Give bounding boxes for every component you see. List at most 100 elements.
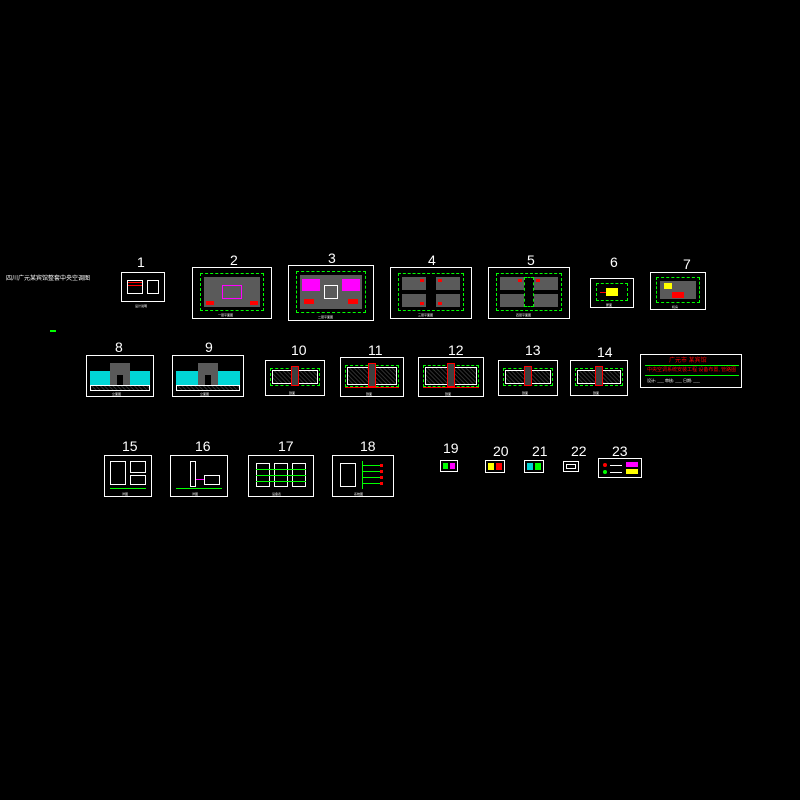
sheet-number-23: 23 — [612, 444, 628, 458]
caption: 设计说明 — [135, 305, 147, 308]
swatch — [535, 463, 541, 470]
swatch — [488, 463, 494, 470]
line — [610, 465, 622, 466]
caption: 剖面 — [593, 392, 599, 395]
caption: 详图 — [122, 493, 128, 496]
swatch — [626, 469, 638, 474]
drawing-title-block: 广元市 某宾馆 中央空调系统安装工程 设备布置, 管路图 设计: ___ 审核:… — [640, 354, 742, 388]
sheet-number-4: 4 — [428, 253, 436, 267]
cad-sheet-index-canvas: 四川广元某宾馆整套中央空调图 1 2 3 4 5 6 7 8 9 10 11 1… — [0, 0, 800, 800]
sheet-16: 详图 — [170, 455, 228, 497]
core — [324, 285, 338, 299]
sheet-number-1: 1 — [137, 255, 145, 269]
sheet-15: 详图 — [104, 455, 152, 497]
sheet-number-20: 20 — [493, 444, 509, 458]
room — [436, 294, 460, 307]
door — [117, 375, 123, 385]
sheet-23 — [598, 458, 642, 478]
sheet-6: 屋面 — [590, 278, 634, 308]
valve — [380, 482, 383, 485]
caption: 剖面 — [366, 393, 372, 396]
sheet-11: 剖面 — [340, 357, 404, 397]
title-line-3: 设计: ___ 审核: ___ 日期: ___ — [647, 379, 700, 383]
sheet-number-7: 7 — [683, 257, 691, 271]
caption: 一层平面图 — [218, 314, 233, 317]
sheet-2: 一层平面图 — [192, 267, 272, 319]
valve — [380, 464, 383, 467]
caption: 四层平面图 — [516, 314, 531, 317]
branch — [362, 465, 382, 466]
core — [447, 363, 455, 387]
sheet-18: 系统图 — [332, 455, 394, 497]
panel — [130, 475, 146, 485]
swatch — [496, 463, 502, 470]
sheet-5: 四层平面图 — [488, 267, 570, 319]
sheet-number-3: 3 — [328, 251, 336, 265]
pipe — [196, 479, 204, 480]
grade — [345, 387, 399, 388]
pipe — [600, 292, 606, 293]
core — [291, 366, 299, 386]
unit — [672, 292, 684, 298]
caption: 剖面 — [522, 392, 528, 395]
unit — [438, 279, 442, 282]
sheet-7: 机房 — [650, 272, 706, 310]
rule — [645, 365, 739, 366]
eq — [304, 299, 314, 304]
caption: 机房 — [672, 306, 678, 309]
sheet-8: 立面图 — [86, 355, 154, 397]
sheet-12: 剖面 — [418, 357, 484, 397]
title-line-1: 广元市 某宾馆 — [669, 358, 707, 365]
branch — [362, 477, 382, 478]
duct — [342, 279, 360, 291]
caption: 剖面 — [445, 393, 451, 396]
branch — [362, 471, 382, 472]
sheet-number-15: 15 — [122, 439, 138, 453]
eq — [250, 301, 258, 305]
swatch — [527, 463, 533, 470]
unit — [420, 302, 424, 305]
sheet-number-16: 16 — [195, 439, 211, 453]
door — [205, 375, 211, 385]
caption: 立面图 — [112, 393, 121, 396]
sheet-22 — [563, 461, 579, 472]
side-marker-icon — [50, 330, 56, 332]
dim — [110, 488, 146, 489]
caption: 二层平面图 — [318, 316, 333, 319]
accent — [128, 285, 142, 286]
dot — [603, 470, 607, 474]
sheet-number-12: 12 — [448, 343, 464, 357]
unit2 — [664, 283, 672, 289]
sheet-1: 设计说明 — [121, 272, 165, 302]
sheet-frame — [598, 458, 642, 478]
caption: 屋面 — [606, 304, 612, 307]
swatch — [450, 463, 455, 469]
tank — [204, 475, 220, 485]
eq — [348, 299, 358, 304]
sheet-14: 剖面 — [570, 360, 628, 396]
sheet-21 — [524, 460, 544, 473]
unit — [606, 288, 618, 296]
unit — [420, 279, 424, 282]
sheet-number-13: 13 — [525, 343, 541, 357]
sheet-number-19: 19 — [443, 441, 459, 455]
title-line-2: 中央空调系统安装工程 设备布置, 管路图 — [647, 368, 736, 374]
swatch — [443, 463, 448, 469]
caption: 设备表 — [272, 493, 281, 496]
room — [534, 294, 558, 307]
caption: 详图 — [192, 493, 198, 496]
header — [340, 463, 356, 487]
core — [595, 366, 603, 386]
ground — [90, 385, 150, 391]
sheet-number-2: 2 — [230, 253, 238, 267]
caption: 系统图 — [354, 493, 363, 496]
grade — [423, 387, 479, 388]
sheet-number-9: 9 — [205, 340, 213, 354]
duct — [302, 279, 320, 291]
room — [402, 294, 426, 307]
eq — [206, 301, 214, 305]
textbox2 — [147, 280, 159, 294]
panel — [130, 461, 146, 473]
riser — [190, 461, 196, 487]
ground — [176, 488, 222, 489]
